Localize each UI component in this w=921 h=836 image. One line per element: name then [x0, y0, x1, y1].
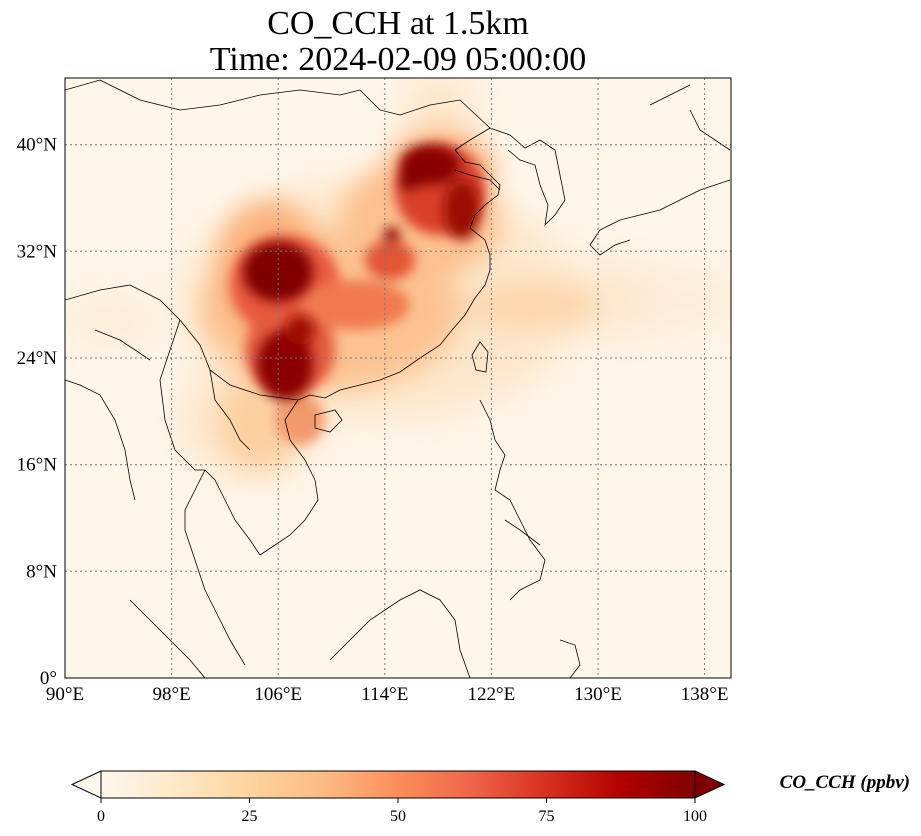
- colorbar: 0 25 50 75 100 CO_CCH (ppbv): [70, 770, 910, 825]
- colorbar-tick-label: 50: [390, 808, 406, 825]
- coastlines: [65, 79, 731, 678]
- colorbar-tick-label: 100: [683, 808, 707, 825]
- concentration-field: [65, 78, 731, 678]
- lon-tick-label: 98°E: [152, 684, 190, 705]
- colorbar-gradient: [101, 771, 695, 798]
- lon-tick-label: 130°E: [574, 684, 622, 705]
- lat-tick-label: 32°N: [17, 241, 58, 262]
- map-title: CO_CCH at 1.5km: [267, 5, 529, 42]
- lat-tick-label: 0°: [40, 668, 57, 689]
- lon-tick-label: 106°E: [254, 684, 302, 705]
- lat-tick-label: 8°N: [26, 561, 57, 582]
- lon-tick-label: 122°E: [468, 684, 516, 705]
- lon-tick-label: 138°E: [681, 684, 729, 705]
- map-frame: [64, 77, 732, 679]
- colorbar-tick-label: 25: [242, 808, 258, 825]
- lon-tick-label: 90°E: [46, 684, 84, 705]
- colorbar-extend-min: [70, 770, 102, 799]
- map-time-subtitle: Time: 2024-02-09 05:00:00: [209, 41, 587, 78]
- lon-tick-label: 114°E: [361, 684, 408, 705]
- colorbar-extend-max: [694, 770, 726, 799]
- lat-tick-labels: 0° 8°N 16°N 24°N 32°N 40°N: [17, 135, 58, 689]
- lon-tick-labels: 90°E 98°E 106°E 114°E 122°E 130°E 138°E: [46, 684, 729, 705]
- lat-tick-label: 16°N: [17, 455, 58, 476]
- lat-tick-label: 24°N: [17, 348, 58, 369]
- colorbar-tick-label: 0: [97, 808, 105, 825]
- colorbar-tick-label: 75: [539, 808, 555, 825]
- lat-tick-label: 40°N: [17, 135, 58, 156]
- colorbar-label: CO_CCH (ppbv): [780, 772, 910, 793]
- gridlines: [65, 78, 731, 678]
